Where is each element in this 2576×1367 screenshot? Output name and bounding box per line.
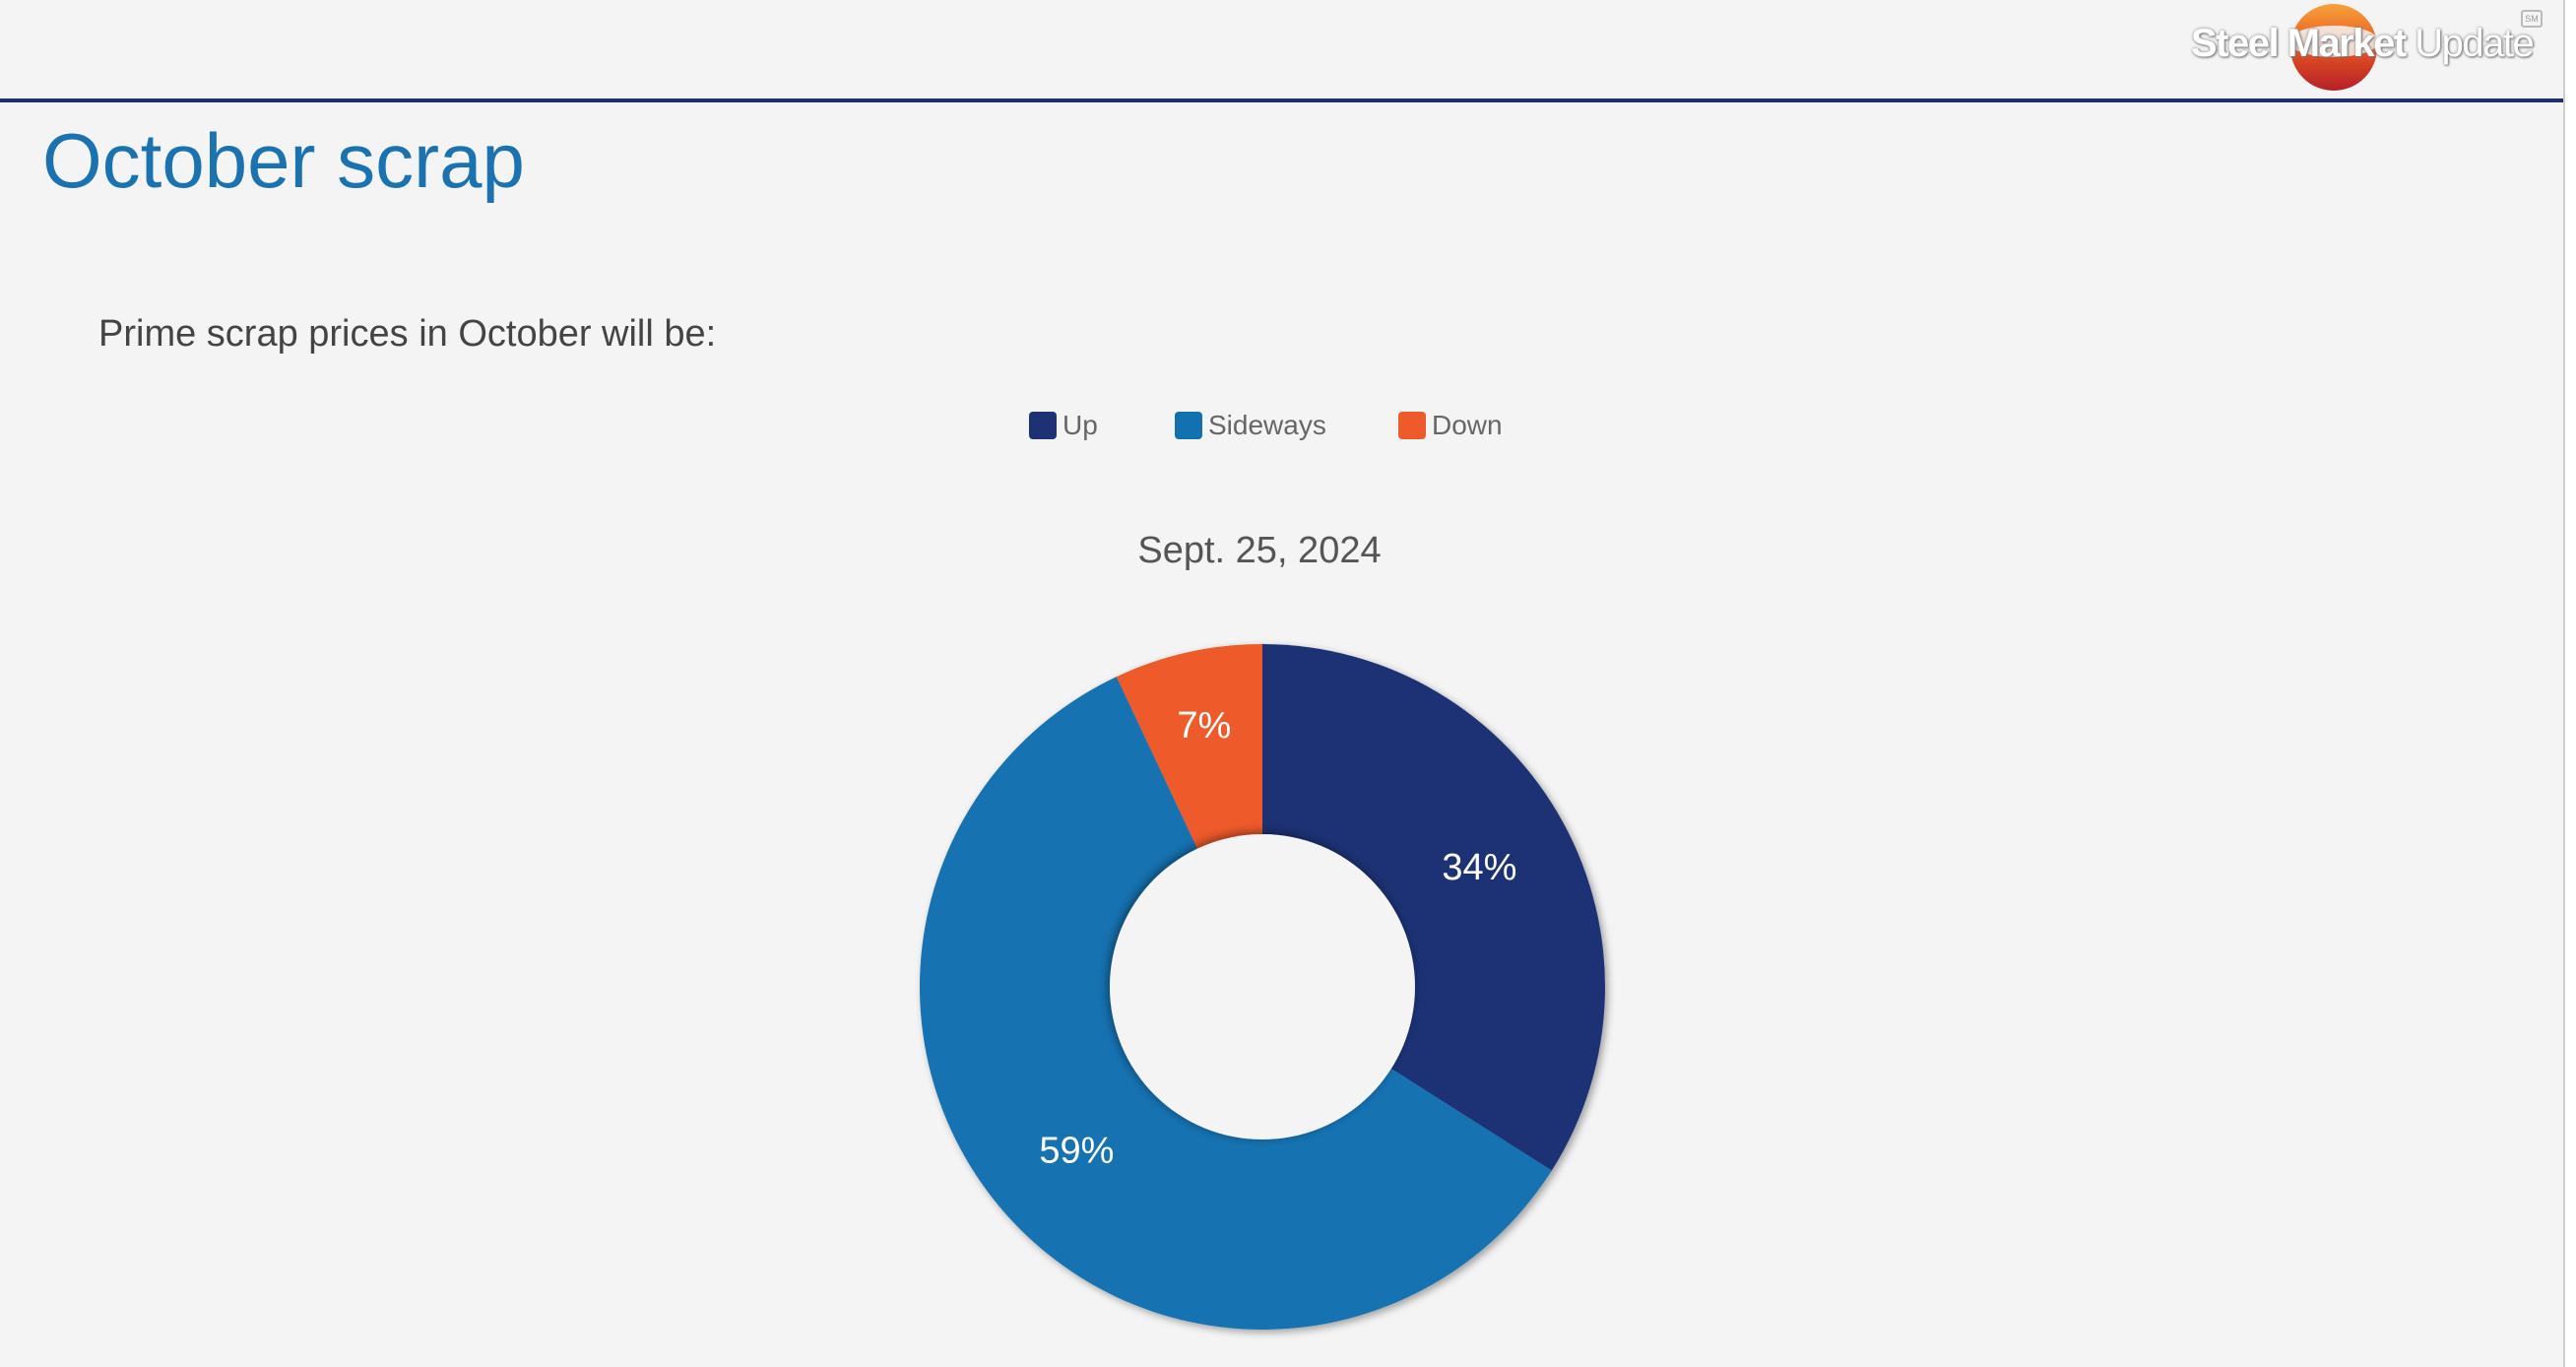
donut-slice-down [1116,644,1262,987]
donut-slice-sideways [919,677,1552,1331]
header-rule [0,98,2563,102]
legend-swatch-down [1398,412,1426,439]
legend-label-up: Up [1063,410,1098,440]
logo-text: Steel Market Update [2191,22,2535,66]
donut-hole [1110,834,1415,1139]
legend-swatch-up [1029,412,1057,439]
legend-label-down: Down [1432,410,1503,440]
logo-mark: SM [2521,10,2543,28]
donut-slices [919,644,1605,1331]
donut-slice-up [1262,644,1605,1171]
slice-label-sideways: 59% [1039,1130,1114,1171]
logo-swoosh-icon [2288,4,2379,91]
legend-swatch-sideways [1175,412,1202,439]
slice-label-down: 7% [1177,705,1231,747]
donut-slice-labels: 34% 59% 7% [1039,705,1516,1171]
logo-text-bold: Steel Market [2191,22,2407,65]
slice-label-up: 34% [1442,847,1516,888]
page-title: October scrap [42,117,525,204]
window-edge [2563,0,2576,1367]
logo-text-light: Update [2415,22,2534,65]
chart-title: Sept. 25, 2024 [1137,530,1382,571]
survey-question: Prime scrap prices in October will be: [98,313,717,355]
steel-market-update-logo: Steel Market Update SM [2176,0,2560,98]
legend-label-sideways: Sideways [1208,410,1326,440]
